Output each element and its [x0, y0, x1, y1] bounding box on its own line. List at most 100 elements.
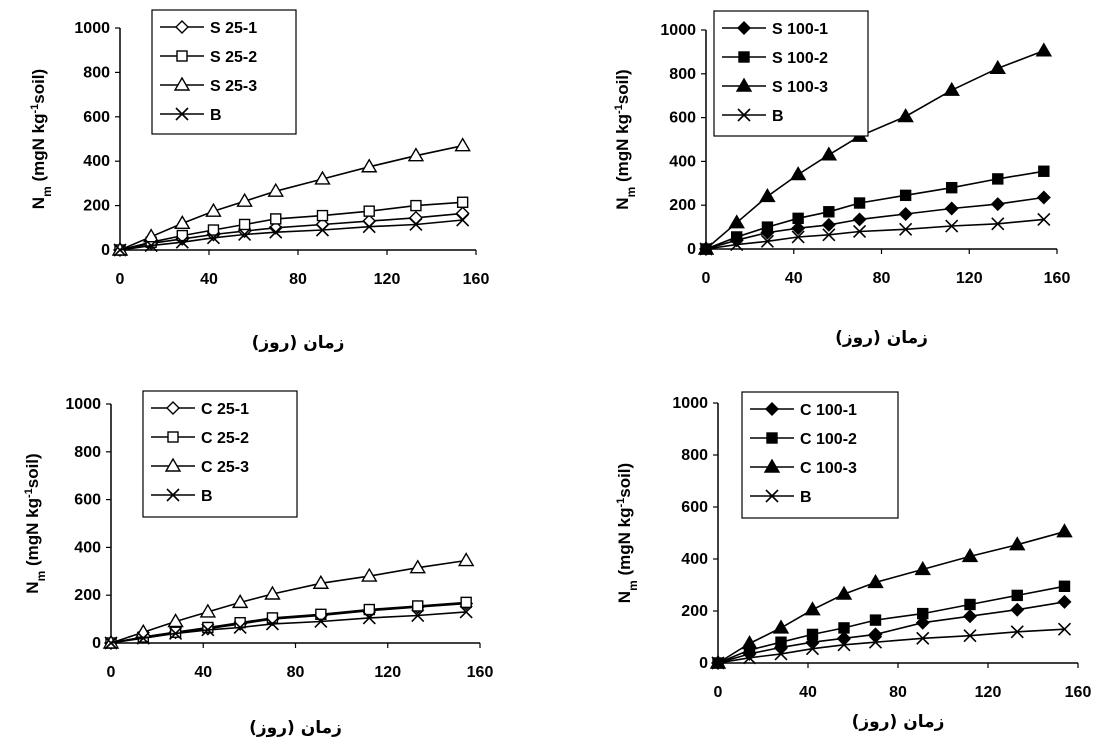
y-axis-label-text-end: soil)	[613, 69, 632, 104]
data-point	[457, 552, 475, 567]
data-point	[205, 202, 222, 217]
series-line-2	[110, 601, 467, 644]
legend-label: B	[772, 108, 784, 125]
data-point	[1010, 602, 1025, 617]
x-tick-label: 40	[200, 271, 218, 288]
data-point	[269, 225, 283, 239]
data-point	[1056, 523, 1073, 538]
data-point	[363, 603, 375, 616]
data-point	[412, 600, 424, 612]
y-tick-label: 800	[83, 64, 110, 81]
data-point	[409, 559, 426, 574]
series-line-1	[119, 212, 463, 251]
legend-marker	[737, 21, 751, 35]
data-point	[760, 234, 774, 248]
y-tick-label: 800	[74, 444, 101, 461]
data-point	[408, 210, 423, 225]
data-point	[852, 224, 867, 239]
series-line-1	[717, 601, 1065, 664]
x-tick-label: 0	[702, 270, 711, 287]
data-point	[774, 647, 788, 661]
y-tick-label: 800	[669, 66, 696, 83]
data-point	[943, 81, 960, 96]
data-point	[869, 614, 882, 626]
data-point	[264, 585, 281, 600]
data-point	[231, 593, 249, 609]
legend-label: S 25-2	[210, 49, 257, 66]
y-tick-label: 600	[83, 109, 110, 126]
data-point	[268, 220, 283, 235]
y-axis-label-sup: -1	[29, 104, 41, 114]
series-line-2	[717, 585, 1065, 664]
y-axis-label-main: N	[613, 197, 632, 209]
data-point	[1058, 580, 1071, 592]
data-point	[362, 611, 376, 625]
data-point	[315, 608, 327, 621]
data-point	[206, 231, 221, 245]
y-tick-label: 0	[92, 635, 101, 652]
data-point	[1009, 536, 1026, 551]
data-point	[759, 188, 776, 203]
data-point	[837, 631, 851, 646]
data-point	[772, 619, 790, 634]
y-tick-label: 600	[681, 499, 708, 516]
y-axis-label-main: N	[29, 197, 48, 209]
series-line-4	[119, 219, 463, 251]
series-line-4	[717, 628, 1065, 664]
legend-label: B	[800, 489, 812, 506]
data-point	[964, 598, 976, 611]
data-point	[821, 217, 836, 232]
data-point	[314, 614, 328, 629]
legend-marker	[738, 51, 750, 63]
data-point	[731, 231, 743, 243]
y-tick-label: 1000	[74, 20, 110, 37]
y-axis-label-text-end: soil)	[23, 453, 42, 488]
data-point	[174, 214, 191, 230]
data-point	[113, 243, 127, 257]
data-point	[699, 242, 713, 256]
data-point	[361, 567, 378, 582]
legend-marker	[765, 489, 779, 503]
data-point	[362, 214, 377, 229]
data-point	[946, 181, 958, 194]
y-axis-label: Nm (mgN kg-1soil)	[23, 453, 48, 593]
data-point	[805, 642, 820, 656]
data-point	[1057, 622, 1072, 636]
data-point	[791, 230, 805, 244]
data-point	[460, 596, 472, 609]
data-point	[236, 192, 253, 207]
x-tick-label: 40	[799, 684, 817, 701]
data-point	[852, 212, 867, 227]
data-point	[409, 217, 423, 232]
data-point	[835, 585, 853, 600]
data-point	[233, 620, 247, 635]
x-tick-label: 120	[374, 271, 401, 288]
data-point	[961, 548, 979, 563]
data-point	[142, 228, 160, 243]
y-axis-label-sup: -1	[23, 488, 35, 498]
y-tick-label: 0	[687, 241, 696, 258]
y-tick-label: 1000	[672, 395, 708, 412]
data-point	[868, 627, 883, 642]
y-axis-label-text-end: soil)	[615, 463, 634, 498]
series-line-2	[705, 170, 1044, 250]
legend-marker	[763, 458, 781, 473]
x-tick-label: 120	[975, 684, 1002, 701]
x-tick-label: 120	[956, 270, 983, 287]
legend-box	[142, 390, 298, 518]
x-tick-label: 160	[463, 271, 490, 288]
y-axis-label-text: (mgN kg	[613, 114, 632, 187]
data-point	[868, 635, 883, 649]
data-point	[314, 170, 331, 185]
y-tick-label: 400	[681, 551, 708, 568]
data-point	[789, 166, 807, 181]
data-point	[175, 235, 189, 249]
series-line-2	[119, 201, 463, 251]
y-tick-label: 0	[699, 655, 708, 672]
y-tick-label: 600	[74, 492, 101, 509]
legend-label: S 25-3	[210, 78, 257, 95]
series-line-4	[110, 611, 467, 644]
data-point	[315, 223, 330, 237]
data-point	[1037, 212, 1051, 227]
series-line-3	[119, 144, 463, 251]
